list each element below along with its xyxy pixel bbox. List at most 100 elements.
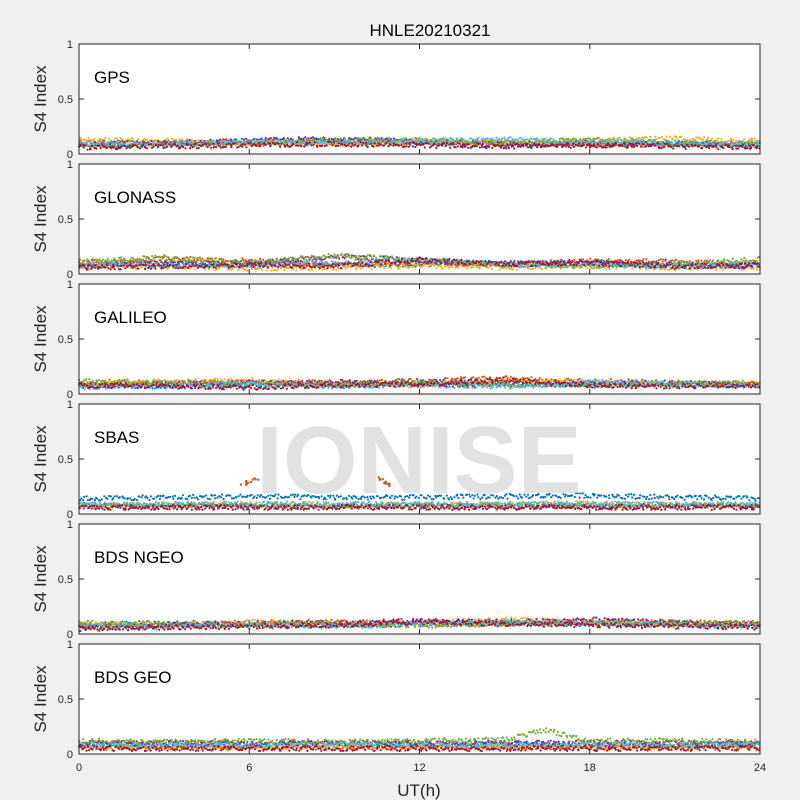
data-point [96, 139, 100, 142]
data-point [337, 256, 340, 259]
data-point [745, 143, 748, 146]
data-point [550, 259, 553, 262]
data-point [530, 267, 533, 271]
data-point [370, 255, 373, 258]
data-point [602, 146, 605, 149]
data-point [572, 137, 576, 140]
data-point [312, 143, 315, 146]
data-point [233, 142, 236, 145]
data-point [756, 142, 760, 145]
data-point [152, 145, 155, 148]
data-point [588, 143, 591, 146]
data-point [270, 138, 273, 142]
data-point [444, 264, 448, 268]
data-point [116, 142, 119, 145]
data-point [478, 140, 481, 143]
data-point [214, 141, 217, 145]
data-point [687, 145, 691, 148]
data-point [461, 146, 464, 149]
data-point [509, 136, 512, 139]
data-point [435, 146, 438, 149]
data-point [501, 137, 504, 140]
data-point [585, 143, 589, 147]
data-point [549, 144, 552, 147]
data-point [611, 138, 614, 141]
data-point [526, 146, 529, 149]
data-point [184, 257, 187, 260]
data-point [292, 257, 295, 260]
data-point [229, 268, 232, 271]
data-point [183, 140, 187, 144]
data-point [212, 139, 215, 143]
data-point [255, 144, 258, 147]
data-point [333, 140, 336, 143]
data-point [606, 138, 609, 141]
data-point [621, 144, 624, 147]
data-point [510, 267, 513, 270]
data-point [665, 135, 668, 138]
data-point [84, 138, 87, 141]
data-point [93, 137, 96, 140]
data-point [552, 138, 555, 141]
data-point [701, 147, 704, 150]
data-point [587, 140, 590, 143]
data-point [652, 142, 655, 145]
data-point [208, 257, 211, 260]
data-point [391, 140, 394, 143]
data-point [350, 145, 353, 148]
data-point [164, 142, 167, 145]
data-point [166, 261, 169, 265]
data-point [82, 138, 85, 141]
data-point [321, 144, 324, 147]
data-point [686, 143, 689, 146]
data-point [120, 145, 123, 149]
data-point [211, 142, 215, 145]
data-point [251, 141, 255, 144]
data-point [308, 268, 311, 272]
data-point [422, 143, 425, 146]
data-point [752, 142, 755, 145]
data-point [347, 265, 350, 269]
data-point [197, 256, 200, 259]
data-point [478, 146, 481, 149]
data-point [327, 253, 330, 256]
data-point [231, 267, 234, 271]
data-point [382, 138, 385, 141]
data-point [501, 141, 504, 144]
data-point [377, 139, 380, 142]
data-point [159, 256, 162, 259]
data-point [755, 147, 758, 150]
data-point [84, 144, 87, 147]
data-point [653, 268, 656, 271]
data-point [165, 259, 168, 262]
data-point [374, 144, 377, 147]
data-point [91, 139, 94, 142]
data-point [233, 139, 237, 142]
data-point [423, 146, 426, 149]
data-point [258, 145, 261, 148]
data-point [272, 136, 275, 139]
data-point [136, 145, 139, 148]
data-point [284, 257, 287, 260]
data-point [348, 142, 351, 145]
data-point [645, 258, 648, 261]
data-point [429, 141, 432, 144]
data-point [524, 140, 527, 143]
data-point [192, 140, 195, 143]
data-point [613, 144, 616, 147]
data-point [195, 139, 198, 142]
data-point [715, 146, 718, 149]
data-point [219, 138, 222, 141]
data-point [520, 137, 524, 140]
data-point [537, 143, 541, 146]
data-point [241, 141, 244, 144]
data-point [599, 144, 602, 148]
data-point [539, 139, 542, 142]
data-point [400, 141, 403, 144]
data-point [201, 143, 204, 146]
data-point [225, 143, 228, 146]
data-point [736, 147, 740, 150]
data-point [488, 145, 491, 149]
data-point [262, 258, 265, 261]
data-point [168, 257, 171, 260]
